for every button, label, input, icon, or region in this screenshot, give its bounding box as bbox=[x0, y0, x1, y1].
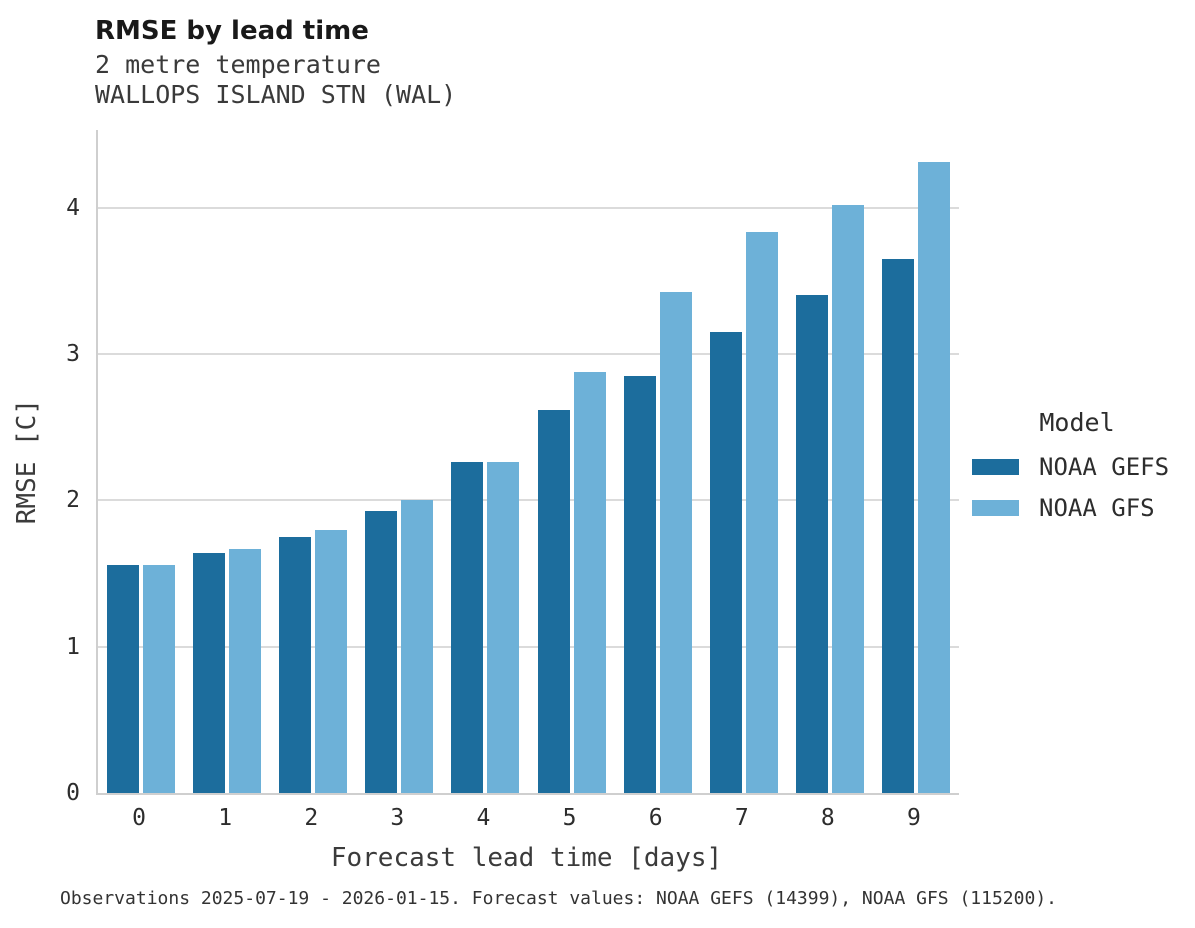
y-tick-label: 1 bbox=[66, 633, 80, 660]
gridline-y2 bbox=[98, 499, 959, 502]
bar-noaa-gfs bbox=[573, 371, 606, 793]
x-tick-label: 9 bbox=[907, 805, 921, 831]
bar-noaa-gfs bbox=[917, 162, 950, 793]
bar-noaa-gfs bbox=[315, 529, 348, 793]
bar-noaa-gefs bbox=[365, 510, 398, 793]
bar-noaa-gfs bbox=[745, 232, 778, 793]
chart-subtitle-station: WALLOPS ISLAND STN (WAL) bbox=[95, 80, 457, 109]
y-tick-label: 4 bbox=[66, 194, 80, 221]
bar-group-lead-0 bbox=[98, 130, 184, 793]
bar-noaa-gefs bbox=[193, 552, 226, 793]
x-tick-label: 8 bbox=[820, 805, 835, 831]
chart-title: RMSE by lead time bbox=[95, 16, 369, 46]
y-tick-label: 2 bbox=[66, 487, 80, 514]
x-tick-label: 2 bbox=[304, 805, 319, 831]
bar-noaa-gfs bbox=[229, 548, 262, 793]
bar-noaa-gefs bbox=[279, 536, 312, 793]
x-tick-label: 5 bbox=[562, 805, 577, 831]
x-tick-label: 7 bbox=[734, 805, 749, 831]
y-axis-ticks: 0 1 2 3 4 bbox=[0, 130, 80, 806]
bar-group-lead-9 bbox=[873, 130, 959, 793]
bar-noaa-gefs bbox=[623, 375, 656, 793]
plot-area bbox=[96, 130, 959, 795]
legend-label-noaa-gfs: NOAA GFS bbox=[1039, 494, 1155, 522]
legend-title: Model bbox=[1039, 408, 1115, 437]
bar-noaa-gefs bbox=[881, 258, 914, 793]
legend: Model NOAA GEFS NOAA GFS bbox=[972, 408, 1182, 535]
x-axis-ticks: 0 1 2 3 4 5 6 7 8 9 bbox=[96, 805, 957, 835]
x-tick-label: 4 bbox=[476, 805, 491, 831]
legend-entry-noaa-gefs: NOAA GEFS bbox=[972, 453, 1182, 481]
bar-group-lead-3 bbox=[356, 130, 442, 793]
x-tick-label: 3 bbox=[390, 805, 405, 831]
bar-noaa-gefs bbox=[537, 409, 570, 793]
bar-group-lead-5 bbox=[528, 130, 614, 793]
gridline-y1 bbox=[98, 645, 959, 648]
bar-noaa-gefs bbox=[451, 462, 484, 793]
x-tick-label: 0 bbox=[132, 805, 146, 831]
bar-noaa-gfs bbox=[487, 462, 520, 793]
bar-noaa-gfs bbox=[831, 204, 864, 793]
bar-noaa-gfs bbox=[401, 500, 434, 793]
y-tick-label: 3 bbox=[66, 340, 80, 367]
bar-noaa-gfs bbox=[659, 292, 692, 793]
gridline-y4 bbox=[98, 206, 959, 209]
bar-groups bbox=[98, 130, 959, 793]
legend-entry-noaa-gfs: NOAA GFS bbox=[972, 494, 1182, 522]
bar-group-lead-8 bbox=[787, 130, 873, 793]
caption: Observations 2025-07-19 - 2026-01-15. Fo… bbox=[60, 888, 1057, 909]
bar-noaa-gfs bbox=[143, 564, 176, 793]
x-tick-label: 1 bbox=[218, 805, 233, 831]
bar-group-lead-4 bbox=[442, 130, 528, 793]
y-tick-label: 0 bbox=[66, 780, 80, 806]
gridline-y3 bbox=[98, 352, 959, 355]
bar-group-lead-1 bbox=[184, 130, 270, 793]
bar-group-lead-2 bbox=[270, 130, 356, 793]
bar-noaa-gefs bbox=[709, 331, 742, 793]
legend-swatch-noaa-gefs bbox=[972, 459, 1019, 475]
bar-group-lead-7 bbox=[701, 130, 787, 793]
bar-group-lead-6 bbox=[615, 130, 701, 793]
legend-label-noaa-gefs: NOAA GEFS bbox=[1039, 453, 1170, 481]
chart-subtitle-variable: 2 metre temperature bbox=[95, 50, 381, 79]
x-axis-title: Forecast lead time [days] bbox=[330, 843, 723, 873]
bar-noaa-gefs bbox=[795, 295, 828, 793]
bar-noaa-gefs bbox=[107, 564, 140, 793]
legend-swatch-noaa-gfs bbox=[972, 500, 1019, 516]
x-tick-label: 6 bbox=[648, 805, 663, 831]
